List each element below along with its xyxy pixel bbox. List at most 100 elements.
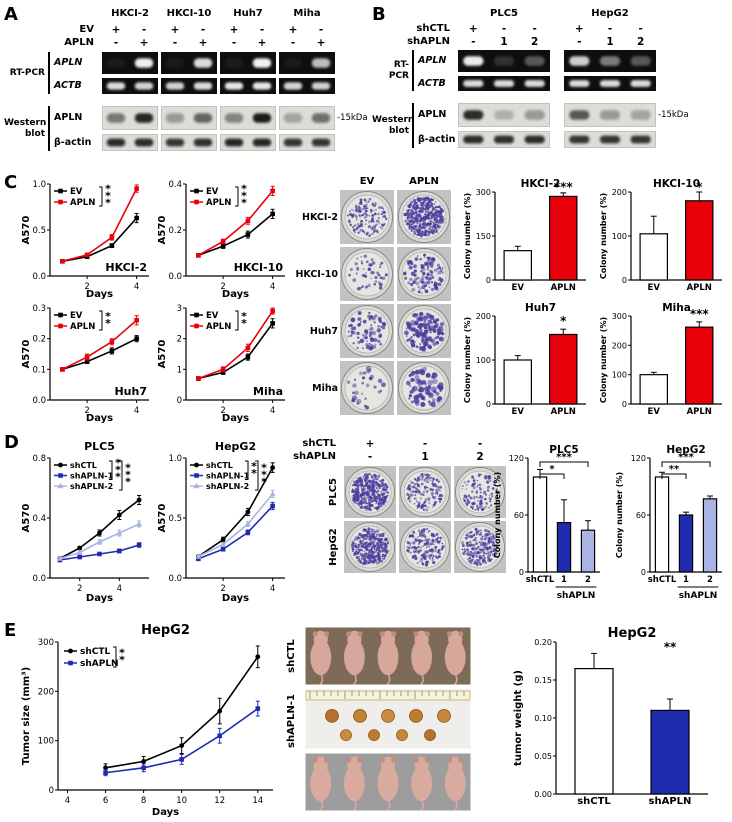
colony-dot [356,551,360,555]
colony-row-label: Miha [312,383,338,394]
x-axis-label: Days [222,413,249,424]
colony-dot [427,327,432,332]
colony-dot [432,560,436,565]
colony-dot [463,495,468,499]
bar-1 [678,514,694,573]
colony-dot [376,490,379,493]
colony-dot [349,267,353,272]
colony-dot [377,390,382,394]
colony-dot [421,477,424,479]
colony-dot [438,497,442,501]
colony-dot [382,493,386,496]
colony-dot [369,209,373,212]
colony-dot [369,551,371,553]
colony-dot [424,535,427,539]
colony-dot [384,273,388,277]
colony-dot [354,262,358,266]
y-tick-label: 0 [622,400,627,409]
colony-dot [490,540,495,544]
colony-dot [380,321,384,324]
colony-dot [357,557,360,560]
colony-dot [421,336,425,340]
colony-dot [430,202,434,206]
tumor [340,729,352,742]
colony-dot [484,535,488,539]
cell-line-label: PLC5 [490,8,518,19]
gel-band [252,82,272,90]
gel-border [564,131,656,148]
colony-dot [407,213,410,217]
panel-a: A HKCI-2 HKCI-10 Huh7 Miha EV + - + - + - + - APLN - + -… [4,4,370,170]
colony-dot [415,394,421,399]
colony-dot [429,228,432,230]
colony-dot [365,501,368,504]
colony-dot [437,282,442,287]
colony-dot [412,531,416,534]
colony-dot [410,336,413,339]
colony-dot [365,201,368,203]
colony-dot [476,506,480,510]
colony-dot [419,288,422,290]
colony-dot [472,486,476,490]
colony-dot [420,395,426,400]
colony-dot [418,327,422,331]
panel-d: D PLC5 0.0 0.4 0.8 2 4 Days A570 shCTL shAPLN-1 sh… [4,432,730,618]
colony-dot [438,552,441,555]
colony-dot [482,491,486,495]
colony-dot [474,501,476,503]
gel-band [630,80,651,87]
colony-dot [373,227,376,230]
chart-title: HepG2 [141,623,190,638]
colony-dot [380,492,383,495]
colony-dot [489,535,492,538]
marker-square [245,345,251,351]
colony-dot [436,220,439,222]
y-tick-label: 1 [177,365,182,375]
colony-dot [461,485,464,487]
x-category-label: EV [648,407,661,417]
colony-dot [432,484,435,486]
group-label: shAPLN [557,591,596,601]
colony-dot [376,271,379,275]
colony-dot [419,311,424,317]
colony-dot [487,539,491,544]
colony-dot [371,228,374,231]
colony-dot [382,500,386,503]
colony-dot [408,394,413,398]
marker-square [194,323,199,329]
colony-dot [372,541,376,544]
gene-label: APLN [418,109,447,120]
colony-dot [376,481,379,484]
colony-dot [382,493,385,495]
colony-dot [479,496,482,499]
gel-bg [279,78,335,94]
colony-dot [356,477,359,480]
colony-dot [483,543,486,546]
colony-dot [366,541,369,544]
marker-square [270,211,275,217]
colony-dot [441,329,444,332]
colony-dot [352,229,354,231]
colony-dot [461,487,464,490]
colony-dot [376,507,379,509]
colony-dot [426,313,430,316]
colony-dot [430,493,434,496]
sig-label: * [560,314,567,328]
colony-dot [424,389,431,396]
colony-dot [487,529,489,532]
gel-blot-β-actin [458,131,550,148]
mouse-body [377,639,399,676]
y-tick-label: 60 [636,511,646,520]
colony-dot [371,504,373,506]
plate-inner [344,251,390,297]
colony-dot [364,529,368,532]
colony-dot [415,218,418,222]
colony-dot [372,202,374,205]
colony-dot [369,473,372,475]
colony-dot [419,535,421,537]
colony-dot [416,255,419,257]
colony-dot [409,211,412,214]
colony-dot [431,557,434,560]
colony-dot [366,554,370,558]
marker-square [245,218,251,224]
